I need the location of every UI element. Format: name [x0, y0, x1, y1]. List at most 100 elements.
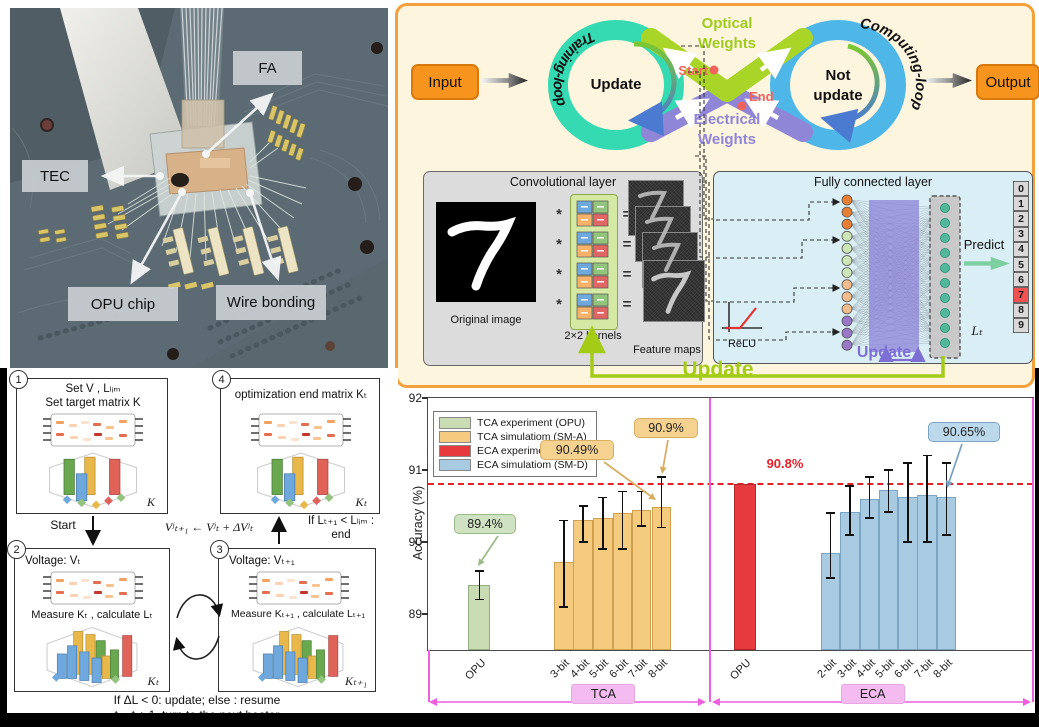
errcap-bot-TCA-5-bit	[598, 548, 608, 550]
errcap-top-TCA-3-bit	[559, 519, 569, 522]
errcap-bot-TCA-4-bit	[578, 541, 588, 543]
frame-strip-right	[1035, 368, 1039, 727]
errcap-top-ECA-8-bit	[941, 462, 951, 464]
ytick-mark-91	[422, 469, 428, 471]
xtick-TCA-7-bit: 7-bit	[626, 657, 651, 681]
ytick-91: 91	[408, 463, 422, 477]
equals-3: =	[622, 266, 632, 283]
errcap-top-ECA-5-bit	[884, 469, 894, 471]
predict-label: Predict	[963, 237, 1005, 252]
fc-update-label: Update	[856, 344, 912, 361]
xtick-ECA-7-bit: 7-bit	[912, 657, 936, 681]
equals-1: =	[622, 206, 632, 223]
errbar-ECA-2-bit	[829, 513, 832, 578]
infinity-loop-diagram: Start End Training-loop Computing-loop	[548, 16, 928, 150]
errcap-bot-ECA-7-bit	[922, 541, 932, 543]
equals-2: =	[622, 236, 632, 253]
box1-matrix-badge: K	[146, 495, 155, 509]
errbar-TCA-8-bit	[660, 477, 663, 528]
ytick-92: 92	[408, 391, 422, 405]
errcap-bot-TCA-OPU	[474, 598, 484, 601]
ytick-mark-92	[422, 397, 428, 399]
legend-swatch-2	[439, 445, 471, 457]
errcap-bot-ECA-8-bit	[941, 534, 951, 536]
annotation-90.65%: 90.65%	[928, 422, 1000, 442]
frame-strip-left	[0, 368, 7, 727]
errbar-TCA-OPU	[478, 570, 481, 600]
end-condition-line1: If Lₜ₊₁ < Lₗᵢₘ :	[307, 515, 375, 527]
box3-measure: Measure Kₜ₊₁ , calculate Lₜ₊₁	[230, 608, 366, 620]
relu-label: ReLU	[727, 338, 757, 350]
photo-annotation-arrows	[100, 92, 282, 285]
annotation-90.49%: 90.49%	[540, 440, 614, 460]
label-tec: TEC	[22, 160, 88, 192]
section-label-TCA: TCA	[571, 684, 636, 704]
original-image-label: Original image	[450, 314, 522, 326]
digit-cell-9: 9	[1013, 317, 1029, 333]
not-update-label: Not update	[813, 67, 863, 104]
errcap-bot-TCA-7-bit	[637, 525, 647, 527]
optical-weights-label: Optical Weights	[697, 15, 757, 52]
legend-label-0: TCA experiment (OPU)	[477, 417, 585, 429]
bar-ECA-5-bit	[878, 490, 899, 650]
box1-line2: Set target matrix K	[45, 397, 141, 409]
convolve-star-4: *	[556, 296, 562, 313]
input-box: Input	[411, 64, 479, 100]
label-opu-chip: OPU chip	[68, 287, 178, 321]
kernels-label: 2×2 kernels	[564, 330, 622, 342]
frame-strip-bottom	[0, 713, 1039, 727]
step-circle-4: 4	[212, 370, 231, 389]
reference-line-90-8	[428, 483, 1033, 486]
mnist-original-image	[436, 202, 536, 302]
errcap-top-ECA-6-bit	[903, 462, 913, 464]
output-box: Output	[976, 64, 1039, 100]
digit-cell-4: 4	[1013, 241, 1029, 257]
end-label: End	[749, 89, 774, 104]
digit-cell-6: 6	[1013, 272, 1029, 288]
start-label: Start	[50, 518, 76, 532]
xtick-ECA-5-bit: 5-bit	[873, 657, 898, 681]
section-label-ECA: ECA	[840, 684, 905, 704]
xtick-ECA-4-bit: 4-bit	[854, 657, 878, 681]
errbar-TCA-6-bit	[621, 491, 623, 550]
bar-TCA-7-bit	[631, 509, 652, 650]
errcap-top-TCA-4-bit	[578, 505, 588, 507]
start-label: Start	[678, 63, 708, 78]
flow-arrows	[85, 516, 287, 660]
errbar-TCA-4-bit	[582, 506, 584, 542]
ytick-89: 89	[408, 607, 422, 621]
errcap-top-ECA-4-bit	[864, 476, 874, 478]
errcap-bot-ECA-2-bit	[826, 577, 836, 579]
digit-cell-2: 2	[1013, 211, 1029, 227]
errcap-bot-TCA-3-bit	[559, 606, 569, 608]
digit-cell-8: 8	[1013, 302, 1029, 318]
flow-bottom-line1: If ΔL < 0: update; else : resume	[113, 693, 281, 707]
label-fa: FA	[233, 51, 302, 85]
errcap-bot-ECA-3-bit	[845, 534, 855, 536]
xtick-TCA-4-bit: 4-bit	[568, 657, 592, 681]
xtick-TCA-6-bit: 6-bit	[607, 657, 631, 681]
convolutional-layer-panel: Convolutional layer Original image * * *…	[423, 171, 705, 366]
accuracy-bar-chart: Accuracy (%) TCA experiment (OPU) TCA sim…	[398, 390, 1039, 720]
section-arrows	[429, 698, 1031, 706]
box2-measure: Measure Kₜ , calculate Lₜ	[31, 609, 153, 621]
box1-line1: Set V , Lₗᵢₘ	[65, 383, 121, 395]
ytick-mark-90	[422, 541, 428, 543]
convolve-star-2: *	[556, 236, 562, 253]
annotation-90.9%: 90.9%	[634, 418, 698, 438]
xtick-TCA-3-bit: 3-bit	[548, 657, 573, 681]
bar-ECA-OPU	[734, 484, 757, 650]
training-loop-label: Training-loop	[550, 28, 597, 108]
box4-matrix-badge: Kₜ	[355, 495, 367, 509]
errcap-top-ECA-7-bit	[922, 454, 932, 457]
convolve-star-3: *	[556, 266, 562, 283]
errcap-bot-ECA-6-bit	[903, 541, 913, 543]
annotation-90.8%: 90.8%	[766, 456, 804, 471]
step-circle-3: 3	[210, 540, 229, 559]
errbar-TCA-7-bit	[640, 491, 643, 527]
errbar-TCA-5-bit	[602, 497, 604, 550]
relu-icon	[722, 302, 762, 332]
xtick-ECA-3-bit: 3-bit	[834, 657, 859, 681]
xtick-ECA-8-bit: 8-bit	[931, 657, 955, 681]
